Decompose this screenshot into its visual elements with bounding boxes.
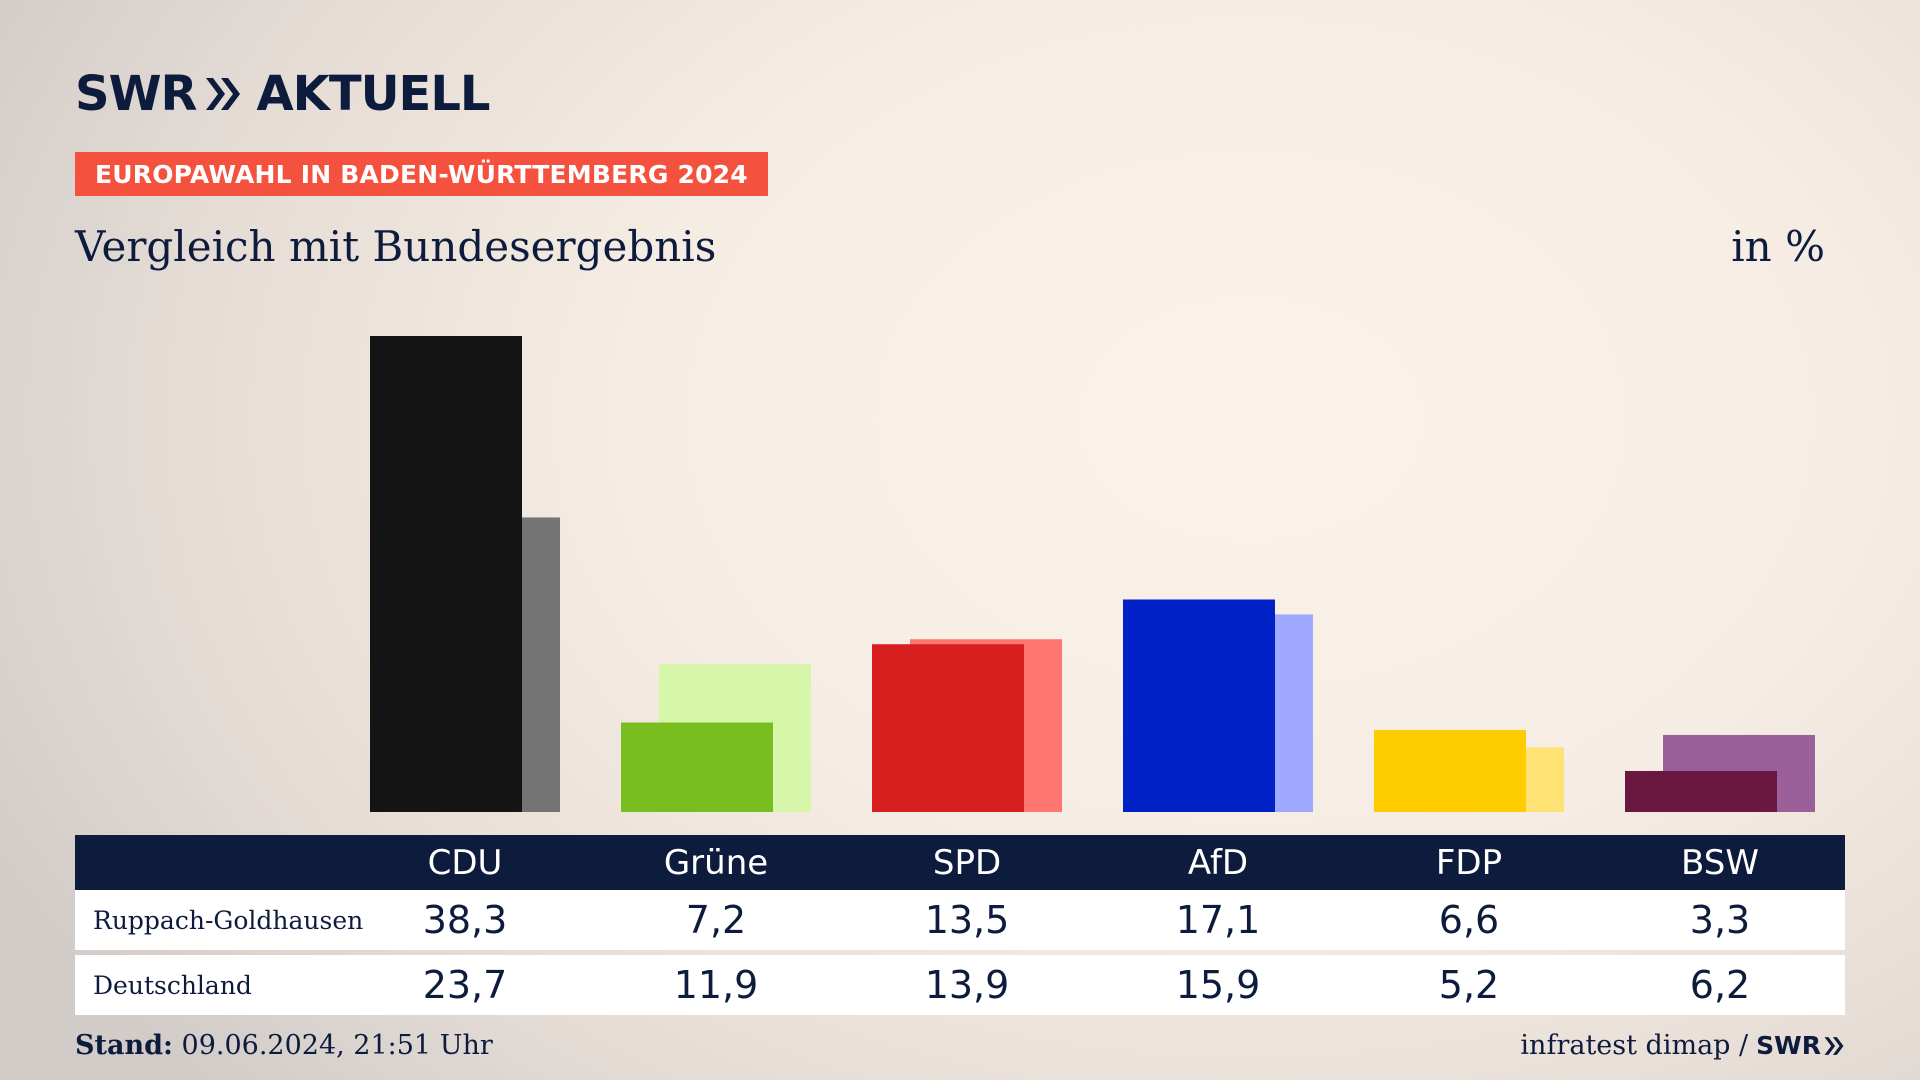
bar-ruppach-goldhausen-afd <box>1123 599 1275 812</box>
column-header-cdu: CDU <box>427 842 503 883</box>
value-ruppach-goldhausen-spd: 13,5 <box>924 898 1010 942</box>
value-ruppach-goldhausen-cdu: 38,3 <box>422 898 508 942</box>
election-banner: EUROPAWAHL IN BADEN-WÜRTTEMBERG 2024 <box>75 152 768 196</box>
bar-ruppach-goldhausen-bsw <box>1625 770 1777 812</box>
bar-ruppach-goldhausen-fdp <box>1374 729 1526 812</box>
value-deutschland-bsw: 6,2 <box>1689 963 1751 1007</box>
logo-aktuell-text: AKTUELL <box>256 66 490 122</box>
unit-label: in % <box>1731 222 1825 271</box>
column-header-spd: SPD <box>932 842 1002 883</box>
chart-subtitle: Vergleich mit Bundesergebnis <box>75 222 717 271</box>
swr-aktuell-logo: SWR AKTUELL <box>75 66 491 122</box>
value-deutschland-cdu: 23,7 <box>422 963 508 1007</box>
stand-label: Stand: <box>75 1030 173 1061</box>
column-header-bsw: BSW <box>1681 842 1759 883</box>
results-table: CDU Grüne SPD AfD FDP BSW Ruppach-Goldhausen … <box>75 835 1845 1015</box>
source-credit: infratest dimap / SWR <box>1520 1030 1845 1061</box>
table-row-ruppach-goldhausen: Ruppach-Goldhausen 38,3 7,2 13,5 17,1 6,6 3,3 <box>75 890 1845 950</box>
table-row-deutschland: Deutschland 23,7 11,9 13,9 15,9 5,2 6,2 <box>75 955 1845 1015</box>
value-ruppach-goldhausen-bsw: 3,3 <box>1689 898 1751 942</box>
mini-double-chevron-icon <box>1824 1036 1844 1055</box>
column-header-gruene: Grüne <box>663 842 769 883</box>
value-deutschland-fdp: 5,2 <box>1438 963 1500 1007</box>
source-text: infratest dimap / <box>1520 1030 1749 1061</box>
column-header-fdp: FDP <box>1435 842 1503 883</box>
value-ruppach-goldhausen-fdp: 6,6 <box>1438 898 1500 942</box>
row-label-ruppach-goldhausen: Ruppach-Goldhausen <box>93 905 364 935</box>
bar-chart <box>370 336 1815 812</box>
value-deutschland-afd: 15,9 <box>1175 963 1261 1007</box>
column-header-afd: AfD <box>1187 842 1249 883</box>
table-header: CDU Grüne SPD AfD FDP BSW <box>75 835 1845 890</box>
swr-mini-logo: SWR <box>1756 1031 1845 1060</box>
bar-ruppach-goldhausen-gruene <box>621 722 773 812</box>
logo-swr-text: SWR <box>75 66 197 122</box>
bar-ruppach-goldhausen-cdu <box>370 336 522 812</box>
value-ruppach-goldhausen-afd: 17,1 <box>1175 898 1261 942</box>
value-deutschland-gruene: 11,9 <box>673 963 759 1007</box>
bar-ruppach-goldhausen-spd <box>872 644 1024 812</box>
double-chevron-icon <box>204 76 242 112</box>
value-ruppach-goldhausen-gruene: 7,2 <box>685 898 747 942</box>
value-deutschland-spd: 13,9 <box>924 963 1010 1007</box>
stand-value: 09.06.2024, 21:51 Uhr <box>181 1030 493 1061</box>
timestamp: Stand: 09.06.2024, 21:51 Uhr <box>75 1030 493 1061</box>
row-label-deutschland: Deutschland <box>93 970 252 1000</box>
swr-mini-text: SWR <box>1756 1031 1821 1060</box>
